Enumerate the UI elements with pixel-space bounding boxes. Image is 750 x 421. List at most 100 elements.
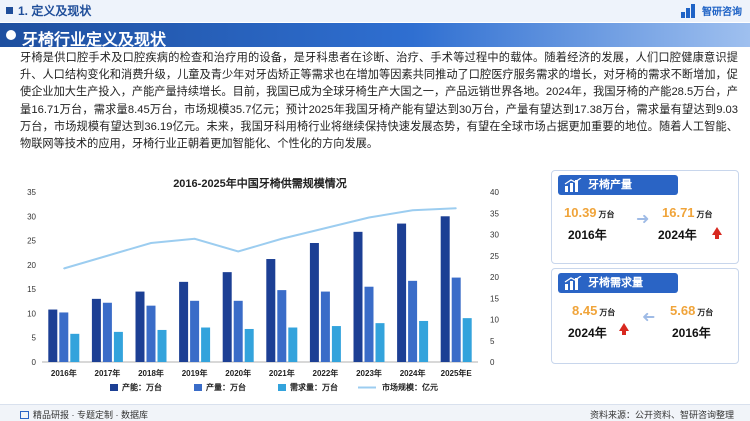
bar-capacity bbox=[135, 291, 145, 362]
y-right-tick-label: 30 bbox=[490, 231, 499, 240]
demand-right-unit: 万台 bbox=[697, 308, 714, 317]
bar-demand bbox=[201, 327, 211, 362]
up-arrow-icon bbox=[712, 227, 722, 235]
output-card-title: 牙椅产量 bbox=[588, 179, 632, 191]
output-right-year: 2024年 bbox=[658, 228, 697, 242]
demand-card-title: 牙椅需求量 bbox=[588, 277, 643, 289]
bar-output bbox=[320, 291, 330, 362]
x-tick-label: 2019年 bbox=[182, 368, 208, 378]
square-bullet-icon bbox=[6, 7, 13, 14]
section-label-text: 1. 定义及现状 bbox=[18, 4, 92, 18]
x-tick-label: 2022年 bbox=[313, 368, 339, 378]
y-left-tick-label: 20 bbox=[27, 261, 36, 270]
chart-svg: 2016-2025年中国牙椅供需规模情况 0 5 10 15 20 25 30 35 0 5 10 15… bbox=[27, 176, 499, 392]
y-left-tick-label: 15 bbox=[27, 285, 36, 294]
chart-title: 2016-2025年中国牙椅供需规模情况 bbox=[173, 176, 347, 190]
output-card: 牙椅产量 10.39 万台 2016年 ➜ 16.71 万台 2024年 bbox=[551, 170, 739, 264]
bar-demand bbox=[331, 326, 341, 362]
bar-capacity bbox=[397, 223, 407, 362]
bar-output bbox=[451, 277, 461, 362]
market-size-point bbox=[324, 227, 326, 229]
bar-output bbox=[146, 305, 156, 362]
page-title: 牙椅行业定义及现状 bbox=[22, 32, 167, 49]
demand-right-value: 5.68 万台 bbox=[670, 303, 713, 318]
demand-card: 牙椅需求量 8.45 万台 2024年 ➜ 5.68 万台 2016年 bbox=[551, 268, 739, 364]
y-right-tick-label: 5 bbox=[490, 337, 495, 346]
market-size-point bbox=[237, 250, 239, 253]
y-left-tick-label: 35 bbox=[27, 188, 36, 197]
section-label: 1. 定义及现状 bbox=[6, 2, 91, 19]
bar-demand bbox=[157, 329, 167, 362]
y-left-tick-label: 30 bbox=[27, 212, 36, 221]
x-tick-label: 2025年E bbox=[441, 368, 473, 378]
y-right-tick-label: 25 bbox=[490, 252, 499, 261]
footer-left-text: 精品研报 · 专题定制 · 数据库 bbox=[33, 410, 148, 420]
x-tick-label: 2021年 bbox=[269, 368, 295, 378]
up-arrow-icon bbox=[619, 323, 629, 331]
bar-capacity bbox=[179, 281, 189, 362]
demand-left-year: 2024年 bbox=[568, 326, 607, 340]
demand-right-number: 5.68 bbox=[670, 303, 696, 318]
x-tick-label: 2020年 bbox=[225, 368, 251, 378]
report-icon bbox=[20, 411, 29, 419]
market-size-point bbox=[194, 238, 196, 240]
up-arrow-stem bbox=[715, 235, 719, 239]
title-dot-icon bbox=[6, 30, 16, 40]
market-size-point bbox=[281, 238, 283, 240]
bar-demand bbox=[419, 320, 429, 362]
y-left-tick-label: 10 bbox=[27, 309, 36, 318]
output-left-unit: 万台 bbox=[598, 210, 615, 219]
bar-demand bbox=[70, 333, 80, 362]
x-tick-label: 2018年 bbox=[138, 368, 164, 378]
y-right-tick-label: 10 bbox=[490, 316, 499, 325]
chart-bars-icon bbox=[564, 276, 582, 290]
market-size-point bbox=[412, 209, 414, 211]
legend-label: 产量：万台 bbox=[206, 382, 246, 392]
intro-paragraph: 牙椅是供口腔手术及口腔疾病的检查和治疗用的设备，是牙科患者在诊断、治疗、手术等过… bbox=[20, 52, 738, 151]
y-right-tick-label: 20 bbox=[490, 273, 499, 282]
footer-source: 资料来源：公开资料、智研咨询整理 bbox=[589, 410, 734, 420]
x-tick-label: 2024年 bbox=[400, 368, 426, 378]
output-right-value: 16.71 万台 bbox=[662, 205, 713, 220]
legend-swatch bbox=[194, 384, 202, 391]
bar-capacity bbox=[48, 309, 58, 362]
legend-label: 产能：万台 bbox=[122, 382, 162, 392]
output-right-unit: 万台 bbox=[696, 210, 713, 219]
supply-demand-chart: 2016-2025年中国牙椅供需规模情况 0 5 10 15 20 25 30 35 0 5 10 15… bbox=[20, 176, 545, 398]
output-left-number: 10.39 bbox=[564, 205, 597, 220]
x-tick-label: 2016年 bbox=[51, 368, 77, 378]
bar-capacity bbox=[222, 272, 232, 362]
bar-capacity bbox=[91, 298, 101, 362]
chart-bars-icon bbox=[564, 178, 582, 192]
bar-output bbox=[59, 312, 69, 362]
bar-demand bbox=[288, 327, 298, 362]
output-card-header: 牙椅产量 bbox=[558, 175, 678, 195]
bar-demand bbox=[462, 318, 472, 362]
y-right-tick-label: 15 bbox=[490, 294, 499, 303]
top-strip bbox=[0, 0, 750, 22]
demand-left-value: 8.45 万台 bbox=[572, 303, 615, 318]
bar-output bbox=[364, 286, 374, 362]
market-size-point bbox=[63, 267, 65, 270]
demand-card-header: 牙椅需求量 bbox=[558, 273, 678, 293]
y-right-tick-label: 35 bbox=[490, 209, 499, 218]
market-size-line bbox=[63, 207, 457, 270]
legend-swatch bbox=[110, 384, 118, 391]
up-arrow-stem bbox=[622, 331, 626, 335]
demand-left-number: 8.45 bbox=[572, 303, 598, 318]
bar-output bbox=[408, 280, 418, 362]
bar-logo-icon bbox=[681, 3, 699, 18]
bar-capacity bbox=[353, 231, 363, 362]
bar-capacity bbox=[309, 243, 319, 362]
y-left-tick-label: 0 bbox=[32, 358, 37, 367]
output-left-year: 2016年 bbox=[568, 228, 607, 242]
demand-left-unit: 万台 bbox=[599, 308, 616, 317]
legend-swatch bbox=[278, 384, 286, 391]
bar-output bbox=[190, 300, 200, 362]
brand-logo: 智研咨询 bbox=[681, 3, 742, 18]
arrow-right-icon: ➜ bbox=[636, 211, 650, 228]
y-left-tick-label: 5 bbox=[32, 334, 37, 343]
x-tick-label: 2023年 bbox=[356, 368, 382, 378]
y-left-tick-label: 25 bbox=[27, 237, 36, 246]
footer: 精品研报 · 专题定制 · 数据库 资料来源：公开资料、智研咨询整理 bbox=[0, 404, 750, 421]
